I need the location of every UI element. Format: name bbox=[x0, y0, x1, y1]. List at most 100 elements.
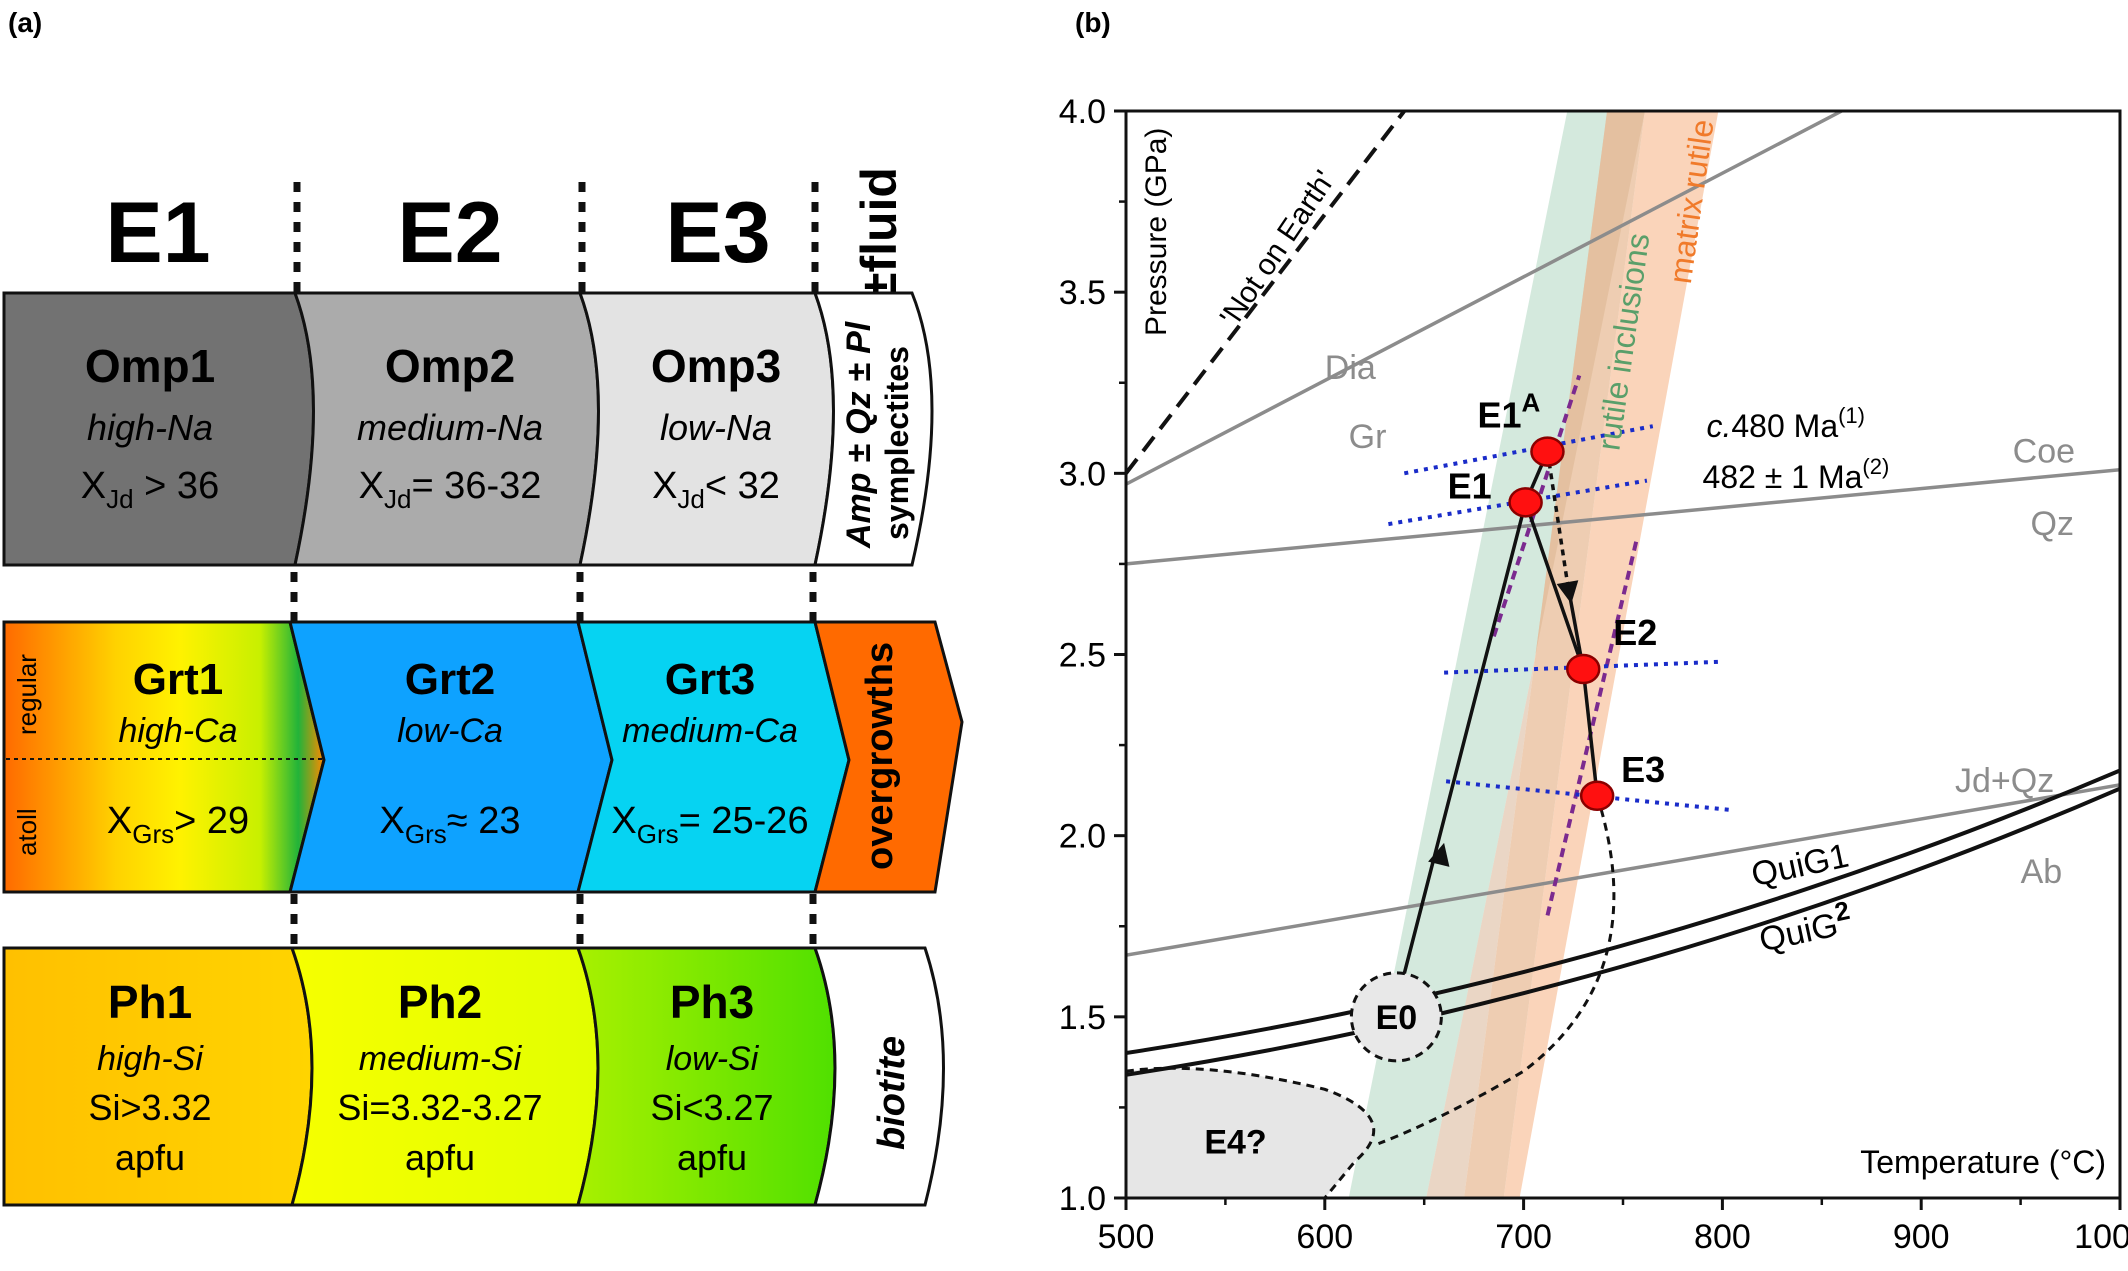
y-tick-label-1.0: 1.0 bbox=[1059, 1180, 1106, 1218]
ph2-value: Si=3.32-3.27 bbox=[337, 1087, 542, 1128]
pt-path bbox=[1402, 496, 1599, 974]
field-label-e4: E4? bbox=[1204, 1124, 1266, 1162]
coe-qz-line bbox=[1126, 467, 2120, 566]
omp2-x: X bbox=[359, 465, 384, 507]
garnet-row bbox=[2, 620, 964, 894]
x-tick-label-800: 800 bbox=[1694, 1218, 1751, 1256]
reaction-label-ab: Ab bbox=[2021, 853, 2063, 891]
omp1-value: > 36 bbox=[134, 465, 220, 507]
omphacite-row bbox=[2, 291, 934, 567]
quig1-curve bbox=[1126, 768, 2120, 1056]
not-on-earth-line bbox=[1126, 111, 1406, 475]
reaction-label-quig2-sup: 2 bbox=[1832, 895, 1852, 927]
ph2-text: Ph2 medium-Si Si=3.32-3.27 apfu bbox=[337, 976, 542, 1178]
age-prefix: c. bbox=[1706, 408, 1731, 444]
y-tick-label-2.0: 2.0 bbox=[1059, 818, 1106, 856]
reaction-label-dia: Dia bbox=[1325, 349, 1376, 387]
grt-cap-label: overgrowths bbox=[859, 642, 901, 870]
pt-point-e1 bbox=[1508, 487, 1543, 518]
omp3-xsub: Jd bbox=[677, 484, 704, 514]
grt1-xsub: Grs bbox=[132, 819, 174, 849]
pt-label-sup: A bbox=[1522, 388, 1541, 418]
omp2-value: = 36-32 bbox=[411, 465, 541, 507]
omp2-name: Omp2 bbox=[385, 340, 515, 392]
stage-e2-header: E2 bbox=[397, 185, 502, 281]
omp1-sub: high-Na bbox=[87, 407, 213, 448]
jdqz-ab-line bbox=[1126, 783, 2120, 957]
e4-field bbox=[1126, 1066, 1376, 1198]
x-tick-label-600: 600 bbox=[1296, 1218, 1353, 1256]
pt-label-e2: E2 bbox=[1613, 612, 1657, 653]
zr-isopleth-e1a bbox=[1403, 424, 1654, 476]
y-tick-label-1.5: 1.5 bbox=[1059, 999, 1106, 1037]
pt-point-e1-a bbox=[1530, 436, 1565, 467]
grt3-name: Grt3 bbox=[665, 655, 755, 704]
reaction-label-qz: Qz bbox=[2031, 505, 2074, 543]
grt2-sub: low-Ca bbox=[397, 712, 503, 750]
stage-e3-header: E3 bbox=[665, 185, 770, 281]
ph1-value: Si>3.32 bbox=[88, 1087, 211, 1128]
grt3-value: = 25-26 bbox=[679, 800, 809, 842]
x-tick-label-900: 900 bbox=[1893, 1218, 1950, 1256]
omp1-xsub: Jd bbox=[106, 484, 133, 514]
y-axis-label: Pressure (GPa) bbox=[1140, 128, 1173, 336]
omp-cap-line1: Amp ± Qz ± Pl bbox=[840, 320, 878, 549]
ph3-value: Si<3.27 bbox=[650, 1087, 773, 1128]
ph1-name: Ph1 bbox=[108, 976, 192, 1028]
grt2-xsub: Grs bbox=[405, 819, 447, 849]
ph3-text: Ph3 low-Si Si<3.27 apfu bbox=[650, 976, 773, 1178]
field-label-e0: E0 bbox=[1376, 999, 1418, 1037]
fluid-header: ±fluid bbox=[851, 167, 907, 300]
panel-a-label: (a) bbox=[8, 7, 42, 38]
grt2-text: Grt2 low-Ca XGrs≈ 23 bbox=[380, 655, 521, 849]
grt-cap-box bbox=[813, 620, 964, 894]
ph-cap-label: biotite bbox=[871, 1036, 913, 1150]
grt1-x: X bbox=[107, 800, 132, 842]
stage-separators bbox=[290, 182, 819, 945]
grt1-name: Grt1 bbox=[133, 655, 223, 704]
grt2-name: Grt2 bbox=[405, 655, 495, 704]
age-ref-1: (1) bbox=[1838, 403, 1865, 428]
grt-zone-regular: regular bbox=[12, 654, 42, 735]
ph3-unit: apfu bbox=[677, 1137, 747, 1178]
y-tick-label-3.0: 3.0 bbox=[1059, 455, 1106, 493]
decompression-arrowhead bbox=[1556, 580, 1579, 604]
ph2-unit: apfu bbox=[405, 1137, 475, 1178]
age-ref-2: (2) bbox=[1862, 454, 1889, 479]
x-tick-label-700: 700 bbox=[1495, 1218, 1552, 1256]
grt2-xgrs: XGrs≈ 23 bbox=[380, 800, 521, 849]
age-line2: 482 ± 1 Ma(2) bbox=[1703, 454, 1890, 495]
reaction-label-jdqz: Jd+Qz bbox=[1955, 762, 2054, 800]
omp3-name: Omp3 bbox=[651, 340, 781, 392]
grt2-value: ≈ 23 bbox=[447, 800, 521, 842]
grt3-xsub: Grs bbox=[637, 819, 679, 849]
isopleth-e2 bbox=[1545, 538, 1639, 916]
stage-e1-header: E1 bbox=[105, 185, 210, 281]
omp1-x: X bbox=[81, 465, 106, 507]
grt3-text: Grt3 medium-Ca XGrs= 25-26 bbox=[611, 655, 808, 849]
panel-b-label: (b) bbox=[1075, 7, 1111, 38]
ph-cap-box bbox=[812, 946, 945, 1207]
x-axis-label: Temperature (°C) bbox=[1860, 1144, 2106, 1180]
panel-a: (a) E1 E2 E3 ±fluid Omp1 high-Na XJd > 3… bbox=[2, 7, 964, 1207]
age-value-1: 480 Ma bbox=[1731, 408, 1838, 444]
x-tick-label-500: 500 bbox=[1098, 1218, 1155, 1256]
pt-label-e3: E3 bbox=[1621, 749, 1665, 790]
grt1-value: > 29 bbox=[174, 800, 249, 842]
ph2-name: Ph2 bbox=[398, 976, 482, 1028]
y-tick-label-3.5: 3.5 bbox=[1059, 274, 1106, 312]
pt-point-e2 bbox=[1565, 653, 1601, 685]
ph2-sub: medium-Si bbox=[359, 1040, 523, 1078]
ph3-sub: low-Si bbox=[666, 1040, 760, 1078]
ph3-name: Ph3 bbox=[670, 976, 754, 1028]
omp1-xjd: XJd > 36 bbox=[81, 465, 219, 514]
ph1-unit: apfu bbox=[115, 1137, 185, 1178]
age-value-2: 482 ± 1 Ma bbox=[1703, 459, 1863, 495]
reaction-label-coe: Coe bbox=[2013, 432, 2075, 470]
ph1-sub: high-Si bbox=[97, 1040, 204, 1078]
omp3-xjd: XJd< 32 bbox=[652, 465, 780, 514]
omp2-sub: medium-Na bbox=[357, 407, 543, 448]
